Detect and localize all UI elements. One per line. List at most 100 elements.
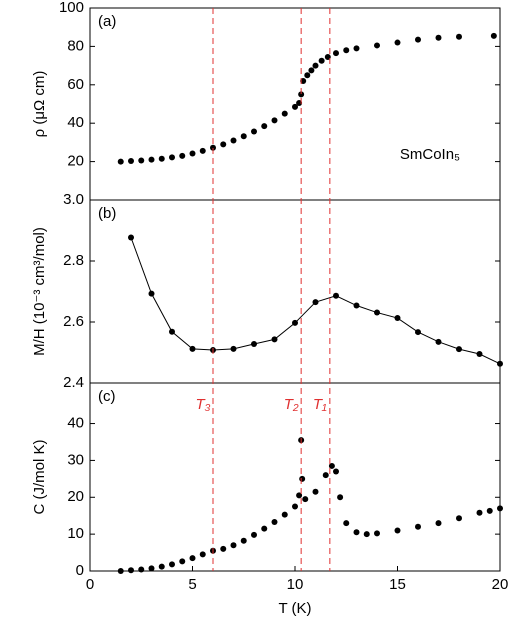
data-point xyxy=(158,563,165,570)
data-point xyxy=(300,77,307,84)
data-point xyxy=(169,561,175,568)
data-point xyxy=(251,531,257,538)
data-point xyxy=(435,520,442,527)
data-point xyxy=(169,328,175,335)
data-point xyxy=(271,518,278,525)
data-point xyxy=(169,154,175,161)
data-point xyxy=(128,158,134,165)
panel-label: (b) xyxy=(98,205,116,222)
data-point xyxy=(292,319,298,326)
y-tick-label: 100 xyxy=(59,0,84,16)
data-point xyxy=(189,150,196,157)
y-tick-label: 40 xyxy=(67,415,84,432)
transition-label: T₁ xyxy=(313,396,327,413)
y-axis-label: M/H (10⁻³ cm³/mol) xyxy=(31,227,48,356)
data-point xyxy=(148,290,155,297)
data-point xyxy=(353,302,360,309)
data-point xyxy=(230,345,237,352)
data-point xyxy=(333,50,339,57)
data-point xyxy=(220,545,227,552)
data-point xyxy=(128,234,134,241)
data-point xyxy=(312,62,319,69)
data-point xyxy=(230,542,237,549)
data-point xyxy=(296,100,303,107)
y-axis-label: ρ (μΩ cm) xyxy=(31,71,48,138)
data-point xyxy=(179,558,186,565)
data-point xyxy=(456,515,462,522)
data-point xyxy=(318,57,325,64)
data-point xyxy=(337,494,344,501)
data-point xyxy=(292,503,298,510)
data-point xyxy=(298,91,305,98)
x-axis-label: T (K) xyxy=(278,600,311,617)
data-point xyxy=(415,36,421,43)
data-point xyxy=(281,511,288,518)
data-point xyxy=(476,509,483,516)
data-point xyxy=(363,531,370,538)
data-point xyxy=(476,351,483,358)
data-point xyxy=(343,520,350,527)
data-point xyxy=(456,346,462,353)
data-point xyxy=(394,39,401,46)
data-point xyxy=(415,329,421,336)
data-point xyxy=(333,292,339,299)
y-tick-label: 2.8 xyxy=(63,252,84,269)
panel-label: (a) xyxy=(98,13,116,30)
x-tick-label: 5 xyxy=(188,576,196,593)
data-point xyxy=(281,110,288,117)
data-point xyxy=(304,72,311,79)
y-tick-label: 20 xyxy=(67,488,84,505)
data-point xyxy=(271,336,278,343)
data-point xyxy=(353,529,360,536)
y-tick-label: 0 xyxy=(76,562,84,579)
data-point xyxy=(374,309,380,316)
sample-label: SmCoIn₅ xyxy=(400,146,460,163)
data-point xyxy=(333,468,339,475)
y-tick-label: 10 xyxy=(67,525,84,542)
y-tick-label: 3.0 xyxy=(63,191,84,208)
data-point xyxy=(199,551,206,558)
data-point xyxy=(158,155,165,162)
data-point xyxy=(292,103,298,110)
y-axis-label: C (J/mol K) xyxy=(31,439,48,514)
y-tick-label: 2.6 xyxy=(63,313,84,330)
data-point xyxy=(343,47,350,54)
data-point xyxy=(261,123,268,130)
transition-label: T₂ xyxy=(284,396,299,413)
data-point xyxy=(271,117,278,124)
data-point xyxy=(199,147,206,154)
y-tick-label: 2.4 xyxy=(63,374,84,391)
data-point xyxy=(138,157,145,164)
data-point xyxy=(312,488,319,495)
data-point xyxy=(328,462,335,469)
data-point xyxy=(299,475,306,482)
data-point xyxy=(374,530,380,537)
y-tick-label: 20 xyxy=(67,153,84,170)
data-point xyxy=(251,340,257,347)
data-point xyxy=(312,299,319,306)
data-point xyxy=(324,53,331,60)
data-point xyxy=(374,42,380,49)
panel-label: (c) xyxy=(98,388,116,405)
x-tick-label: 10 xyxy=(287,576,304,593)
data-point xyxy=(394,315,401,322)
data-point xyxy=(435,338,442,345)
data-point xyxy=(220,141,227,148)
data-point xyxy=(486,507,493,514)
x-tick-label: 20 xyxy=(492,576,509,593)
data-point xyxy=(322,472,329,479)
x-tick-label: 15 xyxy=(389,576,406,593)
data-point xyxy=(394,527,401,534)
data-point xyxy=(497,360,503,367)
data-point xyxy=(251,128,257,135)
data-point xyxy=(117,158,124,165)
data-point xyxy=(138,566,145,573)
data-point xyxy=(189,345,196,352)
data-point xyxy=(302,496,309,503)
data-point xyxy=(296,492,303,499)
data-point xyxy=(148,156,155,163)
data-point xyxy=(415,523,421,530)
y-tick-label: 30 xyxy=(67,451,84,468)
data-point xyxy=(117,568,124,574)
